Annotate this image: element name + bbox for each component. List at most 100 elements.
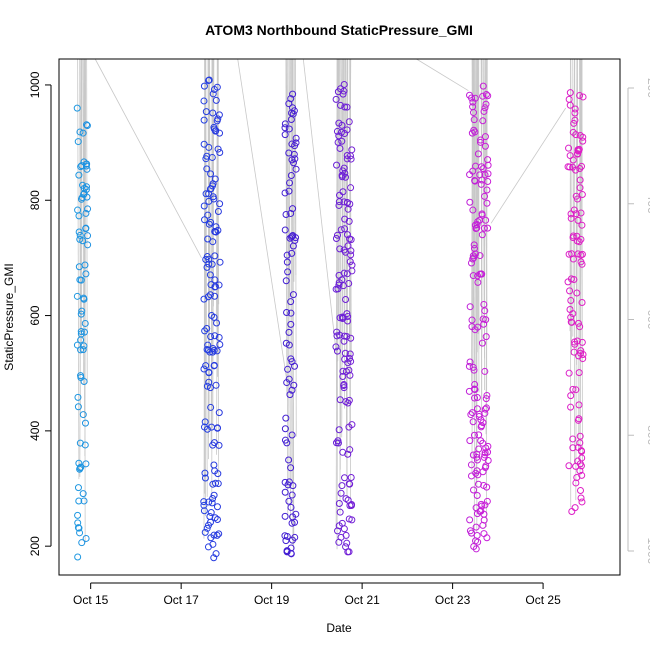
data-point: [579, 137, 587, 145]
data-point: [474, 471, 482, 479]
data-point: [74, 484, 82, 492]
data-point: [210, 125, 218, 133]
data-point: [579, 93, 587, 101]
data-point: [576, 467, 584, 475]
data-point: [480, 107, 488, 115]
data-point: [205, 255, 213, 263]
data-point: [574, 319, 582, 327]
data-point: [288, 491, 296, 499]
data-point: [472, 523, 480, 531]
data-point: [576, 323, 584, 331]
data-point: [347, 247, 355, 255]
data-point: [207, 333, 215, 341]
data-point: [287, 320, 295, 328]
data-point: [211, 283, 219, 291]
data-point: [282, 277, 290, 285]
data-point: [569, 385, 577, 393]
data-point: [83, 183, 91, 191]
data-point: [479, 419, 487, 427]
data-point: [578, 299, 586, 307]
data-point: [74, 519, 82, 527]
data-point: [281, 425, 289, 433]
data-point: [346, 258, 354, 266]
data-point: [474, 480, 482, 488]
data-point: [344, 205, 352, 213]
data-point: [210, 361, 218, 369]
data-point: [333, 161, 341, 169]
data-point: [347, 334, 355, 342]
data-point: [470, 366, 478, 374]
data-point: [568, 318, 576, 326]
data-point: [571, 504, 579, 512]
data-point: [466, 198, 474, 206]
data-point: [285, 497, 293, 505]
data-point: [291, 533, 299, 541]
data-point: [475, 413, 483, 421]
data-point: [575, 369, 583, 377]
data-point: [578, 191, 586, 199]
data-point: [73, 292, 81, 300]
data-point: [573, 237, 581, 245]
data-point: [214, 480, 222, 488]
data-point: [333, 127, 341, 135]
data-point: [466, 171, 474, 179]
data-point: [213, 347, 221, 355]
y-tick-label: 600: [28, 305, 42, 325]
data-point: [472, 162, 480, 170]
data-point: [216, 258, 224, 266]
data-point: [471, 176, 479, 184]
data-point: [569, 163, 577, 171]
data-point: [481, 142, 489, 150]
data-point: [576, 176, 584, 184]
data-point: [574, 352, 582, 360]
data-point: [469, 272, 477, 280]
data-point: [338, 519, 346, 527]
data-point: [83, 193, 91, 201]
data-point: [473, 453, 481, 461]
data-point: [566, 306, 574, 314]
data-point: [480, 300, 488, 308]
data-point: [335, 119, 343, 127]
data-point: [211, 276, 219, 284]
y-axis: 200 400 600 800 1000: [28, 71, 52, 556]
data-point: [347, 473, 355, 481]
data-point: [73, 341, 81, 349]
data-point: [477, 136, 485, 144]
data-point: [205, 260, 213, 268]
data-point: [483, 404, 491, 412]
data-point: [469, 363, 477, 371]
data-point: [283, 309, 291, 317]
data-point: [291, 518, 299, 526]
data-point: [576, 131, 584, 139]
data-point: [570, 276, 578, 284]
data-point: [283, 532, 291, 540]
data-point: [209, 540, 217, 548]
data-point: [287, 464, 295, 472]
data-point: [207, 509, 215, 517]
data-point: [287, 171, 295, 179]
data-point: [78, 162, 86, 170]
data-point: [75, 263, 83, 271]
data-point: [480, 530, 488, 538]
data-point: [80, 497, 88, 505]
data-point: [569, 156, 577, 164]
data-point: [74, 393, 82, 401]
data-point: [348, 261, 356, 269]
data-point: [84, 232, 92, 240]
data-point: [333, 231, 341, 239]
x-tick-label: Oct 17: [163, 593, 199, 607]
data-point: [76, 235, 84, 243]
data-point: [478, 231, 486, 239]
data-point: [482, 395, 490, 403]
data-point: [337, 226, 345, 234]
data-point: [569, 234, 577, 242]
data-point: [208, 499, 216, 507]
data-point: [200, 501, 208, 509]
data-point: [466, 303, 474, 311]
data-point: [75, 497, 83, 505]
data-point: [76, 529, 84, 537]
data-point: [284, 365, 292, 373]
data-point: [481, 104, 489, 112]
data-point: [207, 403, 215, 411]
data-point: [566, 89, 574, 97]
